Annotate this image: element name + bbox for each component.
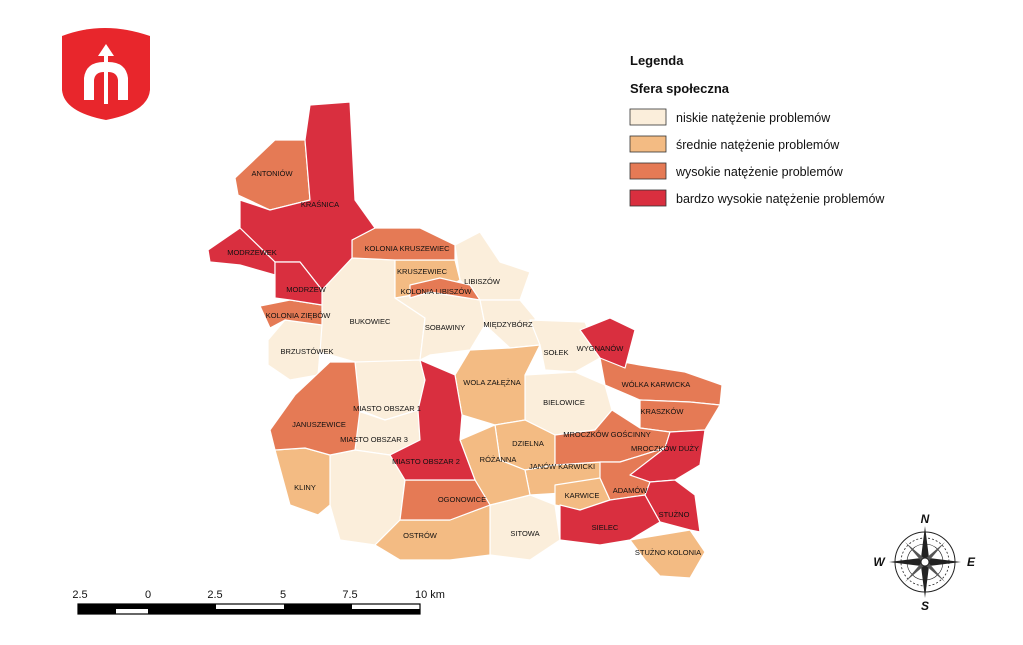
region-label-rozanna: RÓŻANNA [480,455,517,464]
legend-swatch-srednie [629,135,667,153]
region-shape-sielec [559,494,661,546]
region-shape-modrzew [274,261,323,306]
legend-label-bardzo-wysokie: bardzo wysokie natężenie problemów [676,192,885,206]
region-label-brzustowek: BRZUSTÓWEK [281,347,334,356]
region-shape-kraszkow [639,399,721,433]
region-label-janow: JANÓW KARWICKI [529,462,595,471]
legend-label-wysokie: wysokie natężenie problemów [675,165,844,179]
compass-w: W [873,555,886,569]
scale-label-5: 10 km [415,589,445,601]
region-label-ogonowice: OGONOWICE [438,495,486,504]
legend-swatch-wysokie [629,162,667,180]
region-labels: ANTONIÓW KRAŚNICA MODRZEWEK KOLONIA KRUS… [227,169,701,557]
region-label-miasto2: MIASTO OBSZAR 2 [392,457,460,466]
legend-title: Legenda [630,53,684,68]
region-shape-kolonia-kruszewiec [351,227,456,261]
region-label-kliny: KLINY [294,483,316,492]
legend-label-niskie: niskie natężenie problemów [676,111,831,125]
region-shape-kliny [274,447,331,516]
region-label-solek: SOŁEK [543,348,568,357]
compass-rose-icon: N S E W [873,512,976,613]
scale-label-4: 7.5 [342,589,357,601]
region-label-bukowiec: BUKOWIEC [350,317,391,326]
region-label-kolonia-kruszewiec: KOLONIA KRUSZEWIEC [364,244,450,253]
region-label-krasnica: KRAŚNICA [301,200,339,209]
scale-label-2: 2.5 [207,589,222,601]
region-label-miedzyborz: MIĘDZYBÓRZ [483,320,533,329]
region-label-miasto1: MIASTO OBSZAR 1 [353,404,421,413]
region-label-modrzewek: MODRZEWEK [227,248,277,257]
compass-s: S [921,599,929,613]
region-label-mroczkow-goscinny: MROCZKÓW GOŚCINNY [563,430,651,439]
region-label-wolka-karwicka: WÓLKA KARWICKA [622,380,691,389]
region-label-kolonia-libiszow: KOLONIA LIBISZÓW [401,287,473,296]
region-label-mroczkow-duzy: MROCZKÓW DUŻY [631,444,699,453]
scale-label-1: 0 [145,589,151,601]
legend-swatch-niskie [629,108,667,126]
region-label-sobawiny: SOBAWINY [425,323,465,332]
region-label-adamow: ADAMÓW [613,486,649,495]
compass-e: E [967,555,976,569]
legend-label-srednie: średnie natężenie problemów [676,138,840,152]
map-regions [207,101,723,579]
region-label-libiszow: LIBISZÓW [464,277,501,286]
legend: Legenda Sfera społeczna niskie natężenie… [629,53,885,207]
region-label-bielowice: BIELOWICE [543,398,585,407]
region-label-dzielna: DZIELNA [512,439,544,448]
region-label-karwice: KARWICE [565,491,600,500]
region-shape-sitowa [489,494,561,561]
scale-label-3: 5 [280,589,286,601]
region-label-wygnanow: WYGNANÓW [577,344,625,353]
region-label-stuzno: STUŻNO [659,510,690,519]
region-label-stuzno-kolonia: STUŻNO KOLONIA [635,548,701,557]
region-shape-wygnanow [579,317,636,369]
region-label-kolonia-ziebow: KOLONIA ZIĘBÓW [266,311,332,320]
region-label-januszewice: JANUSZEWICE [292,420,346,429]
region-label-modrzew: MODRZEW [286,285,326,294]
region-label-kruszewiec: KRUSZEWIEC [397,267,448,276]
region-label-miasto3: MIASTO OBSZAR 3 [340,435,408,444]
coat-of-arms-icon [62,28,150,120]
legend-swatch-bardzo-wysokie [629,189,667,207]
region-label-kraszkow: KRASZKÓW [641,407,685,416]
region-label-ostrow: OSTRÓW [403,531,438,540]
region-shape-januszewice [269,361,361,456]
region-label-wola-zalezna: WOLA ZAŁĘŻNA [463,378,521,387]
region-label-sielec: SIELEC [592,523,619,532]
region-shape-kolonia-libiszow [409,277,481,301]
region-label-antoniow: ANTONIÓW [251,169,293,178]
legend-subtitle: Sfera społeczna [630,81,730,96]
compass-n: N [921,512,930,526]
scale-label-0: 2.5 [72,589,87,601]
region-label-sitowa: SITOWA [510,529,539,538]
scale-bar: 2.5 0 2.5 5 7.5 10 km [72,589,445,615]
region-shape-miasto2 [389,359,476,481]
